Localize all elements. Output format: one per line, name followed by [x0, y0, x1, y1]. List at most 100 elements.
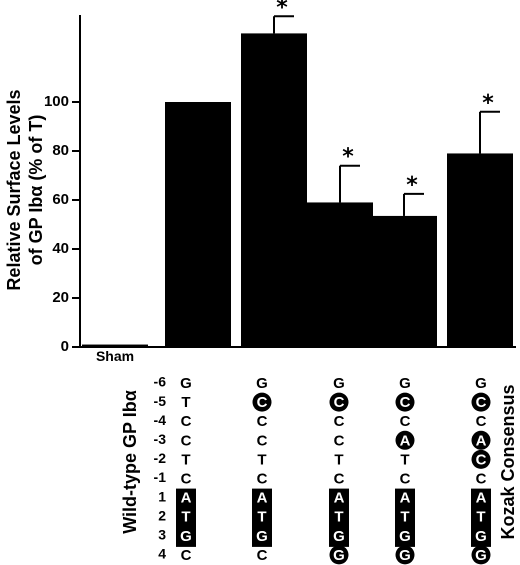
- mutated-nucleotide-circle: [395, 545, 415, 565]
- sham-label: Sham: [96, 348, 134, 364]
- nucleotide: T: [334, 451, 343, 468]
- nucleotide: T: [334, 509, 343, 526]
- position-label: -3: [154, 431, 167, 447]
- mutated-nucleotide-circle: [471, 392, 491, 412]
- bars-group: * * * *: [82, 0, 513, 348]
- mutated-nucleotide-circle: [471, 545, 491, 565]
- nucleotide: T: [400, 509, 409, 526]
- nucleotide: C: [257, 470, 268, 487]
- bar: [307, 202, 373, 347]
- nucleotide: C: [476, 470, 487, 487]
- position-label: 3: [158, 527, 166, 543]
- nucleotide: C: [476, 451, 487, 468]
- nucleotide: C: [181, 470, 192, 487]
- nucleotide: T: [400, 451, 409, 468]
- nucleotide: G: [399, 375, 411, 392]
- significance-star: *: [342, 145, 354, 170]
- position-label: -6: [154, 374, 167, 390]
- position-label: 2: [158, 507, 166, 523]
- nucleotide: G: [180, 375, 192, 392]
- nucleotide: T: [181, 509, 190, 526]
- nucleotide: G: [333, 528, 345, 545]
- kozak-consensus-label: Kozak Consensus: [498, 384, 518, 539]
- nucleotide: C: [476, 413, 487, 430]
- start-codon-box: [252, 488, 272, 547]
- nucleotide: G: [399, 528, 411, 545]
- nucleotide: C: [400, 413, 411, 430]
- position-label: -2: [154, 450, 167, 466]
- start-codon-box: [176, 488, 196, 547]
- nucleotide: G: [333, 375, 345, 392]
- nucleotide: C: [334, 432, 345, 449]
- nucleotide: C: [181, 432, 192, 449]
- y-tick-label: 100: [44, 93, 69, 110]
- mutated-nucleotide-circle: [471, 449, 491, 469]
- bar: [371, 215, 437, 347]
- nucleotide: C: [257, 394, 268, 411]
- nucleotide: A: [257, 490, 268, 507]
- bar: [165, 102, 231, 347]
- nucleotide: G: [180, 528, 192, 545]
- start-codon-box: [471, 488, 491, 547]
- y-tick-label: 0: [61, 338, 69, 355]
- nucleotide: T: [257, 451, 266, 468]
- nucleotide: T: [181, 394, 190, 411]
- nucleotide: C: [334, 470, 345, 487]
- wild-type-label: Wild-type GP Ibα: [120, 390, 140, 534]
- nucleotide: C: [181, 547, 192, 564]
- mutated-nucleotide-circle: [329, 392, 349, 412]
- sequence-table: -6-5-4-3-2-11234GTCCTCATGCGCCCTCATGCGCCC…: [154, 374, 491, 565]
- nucleotide: G: [475, 547, 487, 564]
- mutated-nucleotide-circle: [395, 430, 415, 450]
- bar: [447, 153, 513, 347]
- nucleotide: A: [400, 490, 411, 507]
- start-codon-box: [395, 488, 415, 547]
- nucleotide: T: [476, 509, 485, 526]
- nucleotide: G: [333, 547, 345, 564]
- y-axis-title-line1: Relative Surface Levels: [4, 89, 24, 290]
- bar: [82, 344, 148, 347]
- nucleotide: C: [181, 413, 192, 430]
- mutated-nucleotide-circle: [395, 392, 415, 412]
- y-tick-label: 20: [52, 289, 69, 306]
- y-axis-title: Relative Surface Levels of GP Ibα (% of …: [4, 89, 46, 290]
- nucleotide: G: [475, 528, 487, 545]
- nucleotide: G: [256, 528, 268, 545]
- nucleotide: T: [181, 451, 190, 468]
- nucleotide: G: [475, 375, 487, 392]
- y-axis: 0 20 40 60 80 100: [44, 15, 516, 355]
- nucleotide: C: [334, 394, 345, 411]
- significance-star: *: [482, 91, 494, 116]
- position-label: -5: [154, 393, 167, 409]
- nucleotide: G: [399, 547, 411, 564]
- y-tick-label: 80: [52, 142, 69, 159]
- position-label: -1: [154, 469, 167, 485]
- nucleotide: A: [181, 490, 192, 507]
- y-axis-title-line2: of GP Ibα (% of T): [26, 115, 46, 266]
- nucleotide: A: [334, 490, 345, 507]
- nucleotide: A: [476, 432, 487, 449]
- nucleotide: A: [476, 490, 487, 507]
- nucleotide: C: [257, 432, 268, 449]
- bar: [241, 33, 307, 348]
- nucleotide: G: [256, 375, 268, 392]
- nucleotide: C: [400, 394, 411, 411]
- start-codon-box: [329, 488, 349, 547]
- significance-star: *: [406, 173, 418, 198]
- y-tick-label: 40: [52, 240, 69, 257]
- mutated-nucleotide-circle: [252, 392, 272, 412]
- nucleotide: A: [400, 432, 411, 449]
- position-label: 4: [158, 546, 166, 562]
- nucleotide: C: [257, 413, 268, 430]
- nucleotide: C: [400, 470, 411, 487]
- nucleotide: T: [257, 509, 266, 526]
- nucleotide: C: [334, 413, 345, 430]
- position-label: -4: [154, 412, 167, 428]
- mutated-nucleotide-circle: [329, 545, 349, 565]
- nucleotide: C: [257, 547, 268, 564]
- position-label: 1: [158, 488, 166, 504]
- mutated-nucleotide-circle: [471, 430, 491, 450]
- significance-star: *: [276, 0, 288, 20]
- y-tick-label: 60: [52, 191, 69, 208]
